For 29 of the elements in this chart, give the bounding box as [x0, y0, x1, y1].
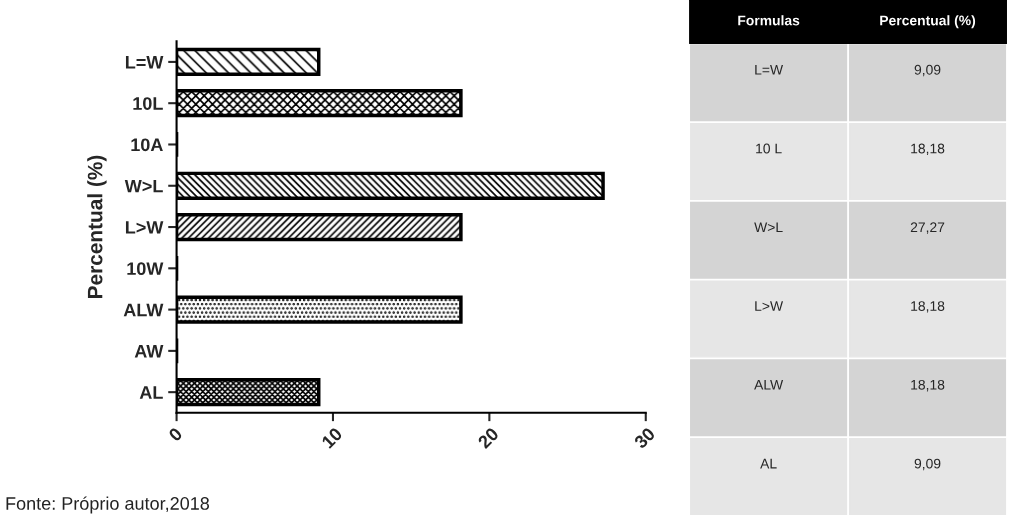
category-label: 10 L	[756, 143, 782, 154]
text: 18,18	[911, 379, 945, 392]
y-tick-label: 10W	[127, 262, 164, 276]
text: 9,09	[914, 458, 941, 471]
category-label: L=W	[755, 64, 784, 75]
category-label: W>L	[754, 222, 783, 233]
category-label: L>W	[755, 301, 784, 311]
x-tick-label: 20	[477, 426, 500, 450]
y-tick-label: L=W	[125, 56, 164, 69]
y-tick-label: 10A	[131, 138, 163, 152]
category-label: ALW	[754, 380, 784, 390]
text: 18,18	[911, 301, 945, 313]
text: 27,27	[910, 222, 945, 234]
x-tick-label: 30	[633, 426, 656, 450]
text: Formulas	[738, 15, 800, 26]
y-tick-label: ALW	[123, 303, 164, 317]
x-tick-label: 0	[167, 426, 184, 442]
y-tick-label: 10L	[133, 97, 163, 110]
category-label: AL	[760, 458, 777, 469]
y-axis-title: Percentual (%)	[87, 155, 107, 298]
text: Percentual (%)	[880, 15, 976, 29]
y-tick-label: AL	[139, 386, 163, 399]
y-tick-label: W>L	[124, 179, 163, 193]
y-tick-label: AW	[134, 345, 164, 358]
y-tick-label: L>W	[125, 221, 164, 234]
text: 9,09	[914, 64, 941, 77]
text: 18,18	[911, 143, 945, 156]
x-tick-label: 10	[321, 426, 343, 449]
source-note: Fonte: Próprio autor,2018	[6, 496, 210, 514]
